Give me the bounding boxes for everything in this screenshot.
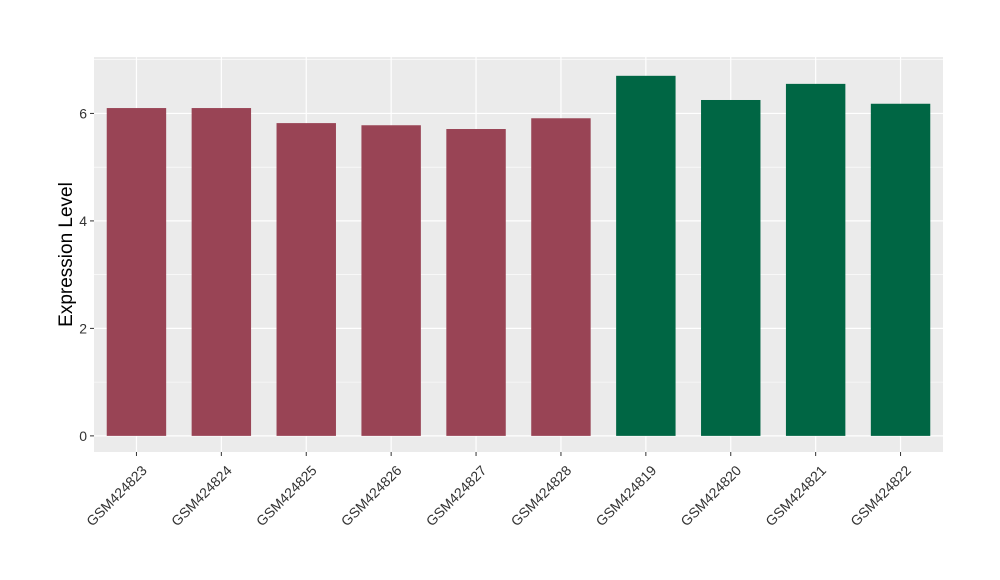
bar-GSM424822 (870, 103, 931, 436)
bars (106, 75, 931, 436)
bar-GSM424824 (191, 108, 252, 436)
y-tick-label: 4 (79, 213, 87, 229)
x-axis: GSM424823 GSM424824 GSM424825 GSM424826 GSM4… (83, 452, 914, 529)
bar-GSM424823 (106, 108, 167, 436)
bar-GSM424820 (701, 99, 761, 436)
x-tick-label: GSM424822 (847, 462, 914, 529)
bar-GSM424828 (531, 118, 591, 436)
y-tick-label: 6 (79, 105, 87, 121)
bar-GSM424826 (361, 125, 421, 436)
x-tick-label: GSM424824 (168, 462, 235, 529)
x-tick-label: GSM424820 (677, 462, 744, 529)
bar-GSM424819 (616, 75, 676, 436)
bar-GSM424827 (446, 129, 506, 436)
x-tick-label: GSM424826 (338, 462, 405, 529)
y-tick-label: 2 (79, 320, 87, 336)
x-tick-label: GSM424819 (592, 462, 659, 529)
x-tick-label: GSM424828 (508, 462, 575, 529)
x-tick-label: GSM424827 (423, 462, 490, 529)
bar-GSM424825 (276, 123, 336, 436)
x-tick-label: GSM424821 (762, 462, 829, 529)
x-tick-label: GSM424825 (253, 462, 320, 529)
y-axis-title: Expression Level (56, 182, 77, 327)
bar-GSM424821 (785, 83, 846, 436)
y-tick-label: 0 (79, 428, 87, 444)
x-tick-label: GSM424823 (83, 462, 150, 529)
y-axis: 0 2 4 6 (79, 105, 94, 444)
